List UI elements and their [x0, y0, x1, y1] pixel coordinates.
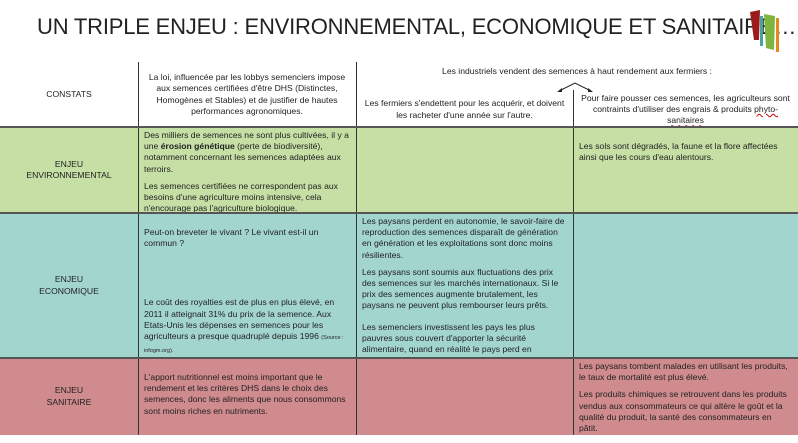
label-line: ECONOMIQUE — [39, 285, 99, 296]
header-law: La loi, influencée par les lobbys semenc… — [148, 72, 346, 116]
source: (Source : infogm.org). — [144, 335, 344, 355]
paragraph: Les produits chimiques se retrouvent dan… — [579, 389, 787, 434]
env-debt-cell — [356, 127, 573, 213]
divider — [573, 90, 574, 435]
eco-debt-cell: Les paysans perdent en autonomie, le sav… — [356, 213, 573, 365]
label-line: ENJEU — [54, 274, 84, 285]
paragraph: Les sols sont dégradés, la faune et la f… — [579, 141, 778, 163]
paragraph: Peut-on breveter le vivant ? Le vivant e… — [144, 227, 319, 249]
san-chem-cell: Les paysans tombent malades en utilisant… — [573, 358, 798, 435]
paragraph: Les paysans sont soumis aux fluctuations… — [362, 266, 559, 311]
logo — [750, 10, 779, 52]
san-debt-cell — [356, 358, 573, 435]
divider — [0, 212, 798, 214]
row-label-eco: ENJEU ECONOMIQUE — [0, 213, 138, 358]
split-arrows-icon — [557, 82, 593, 92]
paragraph: Les paysans tombent malades en utilisant… — [579, 361, 788, 383]
env-law-cell: Des milliers de semences ne sont plus cu… — [138, 127, 356, 213]
header-industrials: Les industriels vendent des semences à h… — [442, 66, 712, 77]
header-chemicals: Pour faire pousser ces semences, les agr… — [573, 90, 798, 127]
header-chemicals-term: phyto-sanitaires — [667, 104, 779, 126]
paragraph: Des milliers de semences ne sont plus cu… — [144, 130, 350, 175]
env-chem-cell: Les sols sont dégradés, la faune et la f… — [573, 127, 798, 213]
row-label-san: ENJEU SANITAIRE — [0, 358, 138, 435]
header-constats: CONSTATS — [46, 88, 92, 99]
paragraph: Les semences certifiées ne correspondent… — [144, 180, 338, 214]
label-line: SANITAIRE — [46, 396, 92, 407]
text: (perte de biodiversité), notamment conce… — [144, 141, 341, 174]
text: Des milliers de semences ne sont plus cu… — [144, 130, 349, 152]
divider — [0, 126, 798, 128]
label-line: ENVIRONNEMENTAL — [26, 170, 112, 180]
row-label-env: ENJEU ENVIRONNEMENTAL — [0, 127, 138, 213]
text: Le coût des royalties est de plus en plu… — [144, 297, 335, 342]
label-line: ENJEU — [54, 158, 84, 169]
divider — [356, 62, 357, 435]
paragraph: Le coût des royalties est de plus en plu… — [144, 297, 350, 357]
paragraph: Les paysans perdent en autonomie, le sav… — [362, 216, 565, 260]
label-line: ENJEU — [54, 385, 84, 396]
paragraph: L'apport nutritionnel est moins importan… — [144, 372, 346, 416]
header-chemicals-text: Pour faire pousser ces semences, les agr… — [581, 93, 790, 115]
eco-chem-cell — [573, 213, 798, 358]
page-title: UN TRIPLE ENJEU : ENVIRONNEMENTAL, ECONO… — [37, 14, 797, 39]
bold-term: érosion génétique — [160, 141, 235, 152]
divider — [138, 62, 139, 435]
san-law-cell: L'apport nutritionnel est moins importan… — [138, 358, 356, 435]
eco-law-cell: Peut-on breveter le vivant ? Le vivant e… — [138, 213, 356, 358]
header-debt: Les fermiers s'endettent pour les acquér… — [364, 98, 565, 120]
divider — [0, 357, 798, 359]
